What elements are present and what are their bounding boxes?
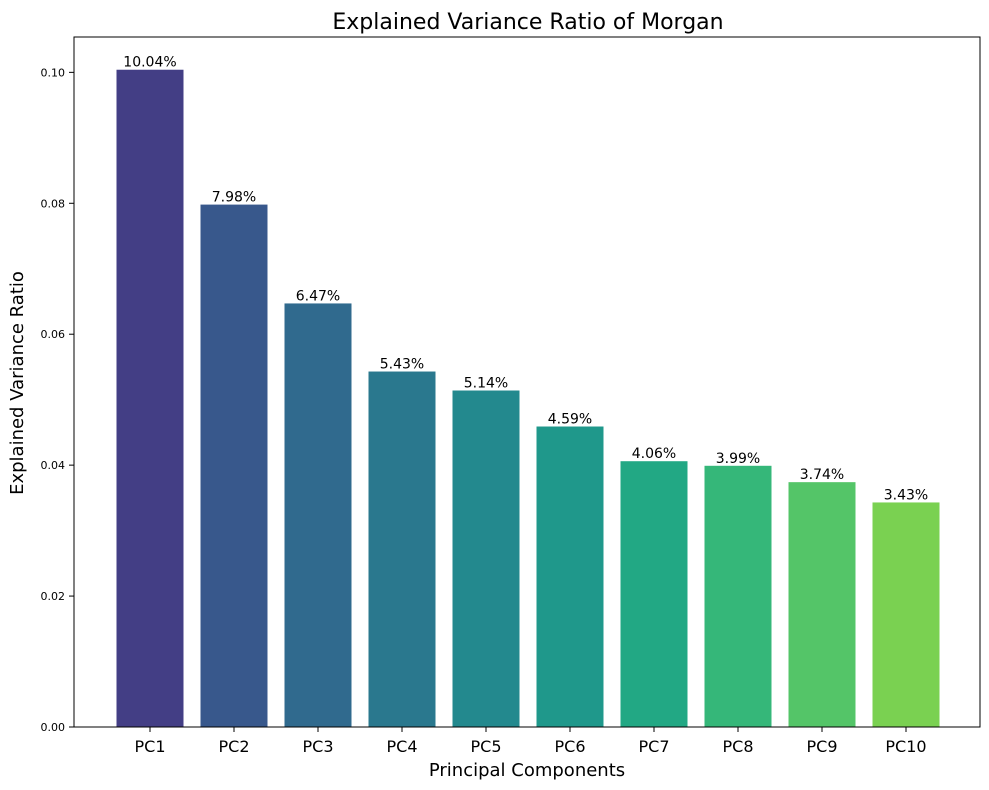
bar-pc4 bbox=[368, 371, 436, 727]
y-tick-label: 0.10 bbox=[41, 66, 66, 79]
data-label-pc7: 4.06% bbox=[632, 446, 676, 462]
data-label-pc10: 3.43% bbox=[884, 487, 928, 503]
chart-title: Explained Variance Ratio of Morgan bbox=[332, 10, 723, 35]
x-tick-label-pc5: PC5 bbox=[471, 737, 502, 756]
bar-pc7 bbox=[620, 461, 688, 727]
data-label-pc6: 4.59% bbox=[548, 412, 592, 428]
y-tick-label: 0.00 bbox=[41, 721, 66, 734]
x-axis: PC1 PC2 PC3 PC4 PC5 PC6 PC7 PC8 PC9 PC10 bbox=[135, 727, 927, 756]
y-tick-label: 0.02 bbox=[41, 590, 66, 603]
bars-group bbox=[116, 69, 940, 728]
bar-pc2 bbox=[200, 204, 268, 727]
bar-pc10 bbox=[872, 502, 940, 727]
bar-pc8 bbox=[704, 465, 772, 727]
y-tick-label: 0.04 bbox=[41, 459, 66, 472]
data-label-pc5: 5.14% bbox=[464, 376, 508, 392]
x-tick-label-pc2: PC2 bbox=[219, 737, 250, 756]
x-tick-label-pc1: PC1 bbox=[135, 737, 166, 756]
y-tick-label: 0.06 bbox=[41, 328, 66, 341]
y-axis-title: Explained Variance Ratio bbox=[7, 271, 28, 495]
data-label-pc9: 3.74% bbox=[800, 467, 844, 483]
bar-pc3 bbox=[284, 303, 352, 727]
data-labels-group: 10.04% 7.98% 6.47% 5.43% 5.14% 4.59% 4.06% 3.99… bbox=[123, 55, 928, 504]
x-tick-label-pc8: PC8 bbox=[723, 737, 754, 756]
y-axis: 0.00 0.02 0.04 0.06 0.08 0.10 bbox=[41, 66, 74, 734]
bar-pc6 bbox=[536, 426, 604, 727]
x-axis-title: Principal Components bbox=[429, 760, 625, 781]
x-tick-label-pc4: PC4 bbox=[387, 737, 418, 756]
x-tick-label-pc6: PC6 bbox=[555, 737, 586, 756]
bar-pc5 bbox=[452, 390, 520, 727]
y-tick-label: 0.08 bbox=[41, 197, 66, 210]
data-label-pc8: 3.99% bbox=[716, 451, 760, 467]
bar-pc1 bbox=[116, 69, 184, 728]
data-label-pc1: 10.04% bbox=[123, 55, 176, 71]
x-tick-label-pc3: PC3 bbox=[303, 737, 334, 756]
bar-pc9 bbox=[788, 482, 856, 727]
x-tick-label-pc9: PC9 bbox=[807, 737, 838, 756]
plot-frame bbox=[73, 36, 981, 728]
x-tick-label-pc10: PC10 bbox=[885, 737, 926, 756]
data-label-pc2: 7.98% bbox=[212, 190, 256, 206]
x-tick-label-pc7: PC7 bbox=[639, 737, 670, 756]
data-label-pc4: 5.43% bbox=[380, 357, 424, 373]
data-label-pc3: 6.47% bbox=[296, 288, 340, 304]
